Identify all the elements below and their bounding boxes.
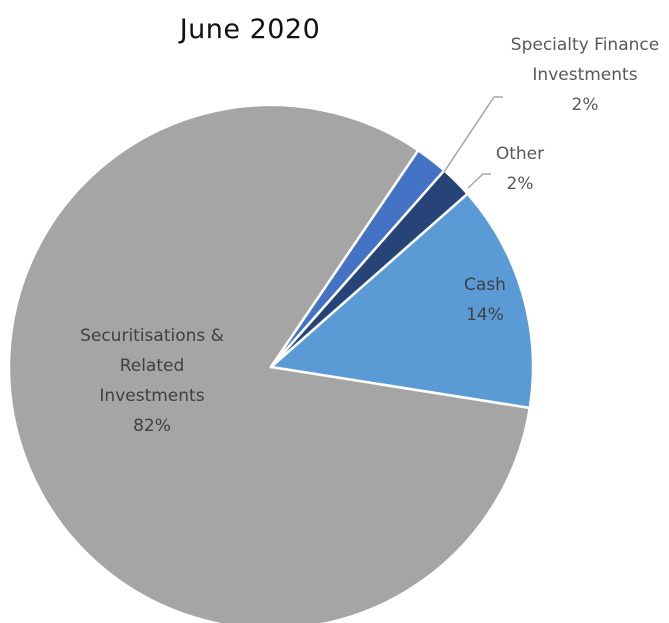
slice-securitisations — [7, 103, 532, 623]
slice-label-securitisations: Securitisations & Related Investments 82% — [80, 326, 224, 436]
chart-title: June 2020 — [179, 14, 321, 45]
slice-label-cash: Cash 14% — [464, 275, 506, 325]
leader-line-specialty-finance — [443, 96, 503, 173]
slice-label-specialty-finance: Specialty Finance Investments 2% — [511, 35, 659, 115]
slice-labels: Cash 14% Securitisations & Related Investmen… — [80, 35, 659, 436]
slice-label-other: Other 2% — [496, 144, 544, 194]
slice-cash — [269, 192, 535, 410]
pie-slices — [7, 103, 535, 623]
leader-lines — [443, 96, 503, 189]
leader-line-other — [467, 173, 491, 189]
